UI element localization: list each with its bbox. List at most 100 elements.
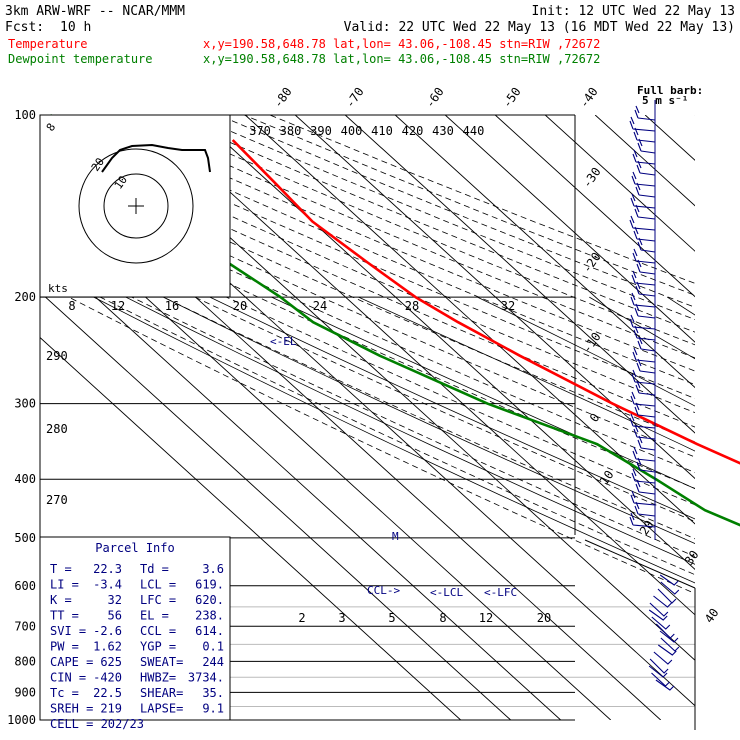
temperature-label: -80 [271,85,295,111]
wind-barb [636,160,656,176]
pressure-tick-label: 800 [14,654,36,668]
hodograph-ring-label: 10 [112,173,130,191]
temperature-label: 10 [597,468,617,488]
hodograph-kts-label: kts [48,282,68,295]
parcel-info-key: CCL = [140,624,176,638]
isotherm-line [544,115,695,252]
temperature-label: -30 [580,165,604,191]
parcel-info-key: HWBZ= [140,671,176,685]
theta-label: 420 [402,124,424,138]
dry-adiabat-line [40,128,695,414]
theta-e-label: 270 [46,493,68,507]
isotherm-line [694,115,695,116]
legend-series-name: Dewpoint temperature [8,52,153,66]
mixing-ratio-lower-label: 2 [298,611,305,625]
wind-barb [630,193,656,209]
lfc-marker-label: <-LFC [484,586,517,599]
mixing-ratio-upper-label: 32 [501,299,515,313]
mixing-ratio-upper-label: 16 [165,299,179,313]
theta-e-label: 280 [46,422,68,436]
moist-adiabat-line [163,296,695,544]
temperature-label: 40 [702,606,722,626]
isotherm-line [294,115,695,480]
wind-barb [637,435,656,451]
wind-barb [635,479,656,495]
wind-barb [631,468,656,484]
wind-barb [634,204,656,220]
legend-station-info: x,y=190.58,648.78 lat,lon= 43.06,-108.45… [203,37,600,51]
wind-barb [634,105,656,121]
wind-barb [657,644,677,656]
parcel-info-title: Parcel Info [95,541,174,555]
wind-barb [660,637,680,652]
wind-barb [629,413,656,429]
wind-barb [655,623,675,639]
parcel-info-key: LFC = [140,593,176,607]
barb-scale-label: Full barb: [637,84,703,97]
parcel-info-key: Tc = [50,686,79,700]
parcel-info-key: SWEAT= [140,655,183,669]
wind-barb [637,237,656,253]
dry-adiabat-line [40,281,695,594]
legend-series-name: Temperature [8,37,87,51]
el-marker-label: <-EL [270,335,297,348]
parcel-info-key: YGP = [140,640,176,654]
wind-barb [648,665,668,678]
parcel-info-value: 22.3 [93,562,122,576]
parcel-info-value: 0.1 [202,640,224,654]
mixing-ratio-lower-label: 5 [388,611,395,625]
parcel-info-key: TT = [50,609,79,623]
temperature-label: -50 [500,85,524,111]
m-marker-label: M [392,530,399,543]
parcel-info-value: -2.6 [93,624,122,638]
barb-frame-edge [584,539,696,589]
isotherm-line [40,291,512,720]
theta-label: 370 [249,124,271,138]
wind-barb [634,303,656,319]
wind-barb [651,672,670,687]
barb-scale-units: 5 m s⁻¹ [642,94,688,107]
moist-adiabat-line [358,296,695,452]
parcel-info-key: LAPSE= [140,702,183,716]
wind-barb [651,616,671,630]
wind-barb [660,581,680,595]
wind-barb [653,595,672,608]
dry-adiabat-line [166,115,695,333]
moist-adiabat-line [209,296,695,520]
temperature-label: 30 [682,548,702,568]
parcel-info-key: LI = [50,578,79,592]
mixing-ratio-lower-label: 8 [439,611,446,625]
wind-barb [636,358,656,374]
isotherm-line [494,115,695,298]
parcel-info-key: T = [50,562,72,576]
theta-label: 390 [310,124,332,138]
mixing-ratio-upper-label: 28 [405,299,419,313]
parcel-info-key: SHEAR= [140,686,183,700]
parcel-info-value: 625 [100,655,122,669]
parcel-info-key: PW = [50,640,79,654]
mixing-ratio-upper-label: 12 [111,299,125,313]
wind-barb [631,369,656,385]
theta-label: 430 [432,124,454,138]
moist-adiabat-line [93,296,695,584]
wind-barb [630,490,656,506]
parcel-info-value: 238. [195,609,224,623]
parcel-info-value: 3734. [188,671,224,685]
isotherm-line [344,115,695,434]
parcel-info-value: 32 [108,593,122,607]
parcel-info-value: 22.5 [93,686,122,700]
dry-adiabat-line [40,266,695,576]
parcel-info-value: -420 [93,671,122,685]
temperature-label: 20 [637,518,657,538]
parcel-info-key: SVI = [50,624,86,638]
theta-label: 400 [341,124,363,138]
isotherm-line [394,115,695,389]
wind-barb [649,602,669,617]
isotherm-line [644,115,695,161]
lcl-marker-label: <-LCL [430,586,463,599]
theta-e-label: 290 [46,349,68,363]
isotherm-line [144,115,695,616]
parcel-info-value: 619. [195,578,224,592]
wind-barb [630,391,656,407]
wind-barb [636,259,656,275]
